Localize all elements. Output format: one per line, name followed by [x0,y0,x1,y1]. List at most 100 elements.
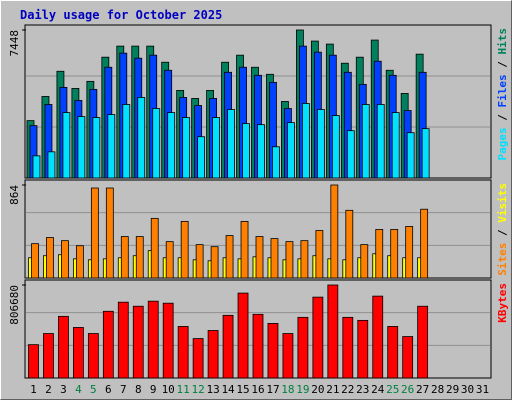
legend-entry: Hits [496,28,509,55]
legend-entry: Visits [496,183,509,223]
bar [210,246,219,279]
x-tick-label: 12 [192,383,205,396]
bar [222,314,234,379]
bar [420,208,429,279]
bar [257,124,265,179]
x-tick-label: 9 [150,383,157,396]
x-tick-label: 10 [162,383,175,396]
bar [297,316,309,379]
bar [135,236,144,279]
x-tick-label: 26 [401,383,414,396]
x-tick-label: 23 [356,383,369,396]
legend-entry: Pages [496,127,509,160]
x-tick-label: 2 [45,383,52,396]
bar [227,109,235,179]
y-tick-label: 7448 [8,30,21,57]
bar [237,292,249,379]
legend-entry: Files [496,74,509,107]
x-tick-label: 4 [75,383,82,396]
bar [31,243,39,279]
bar [137,97,146,179]
bar [300,240,309,279]
bar [376,104,385,179]
bar [417,305,429,379]
bar [316,109,325,179]
bar [302,103,310,179]
bar [330,184,339,279]
bar [327,284,339,379]
bar [90,187,99,279]
bar [272,146,280,179]
bar [120,236,129,279]
x-tick-label: 15 [236,383,249,396]
bar [267,323,279,379]
bar [92,117,101,179]
x-tick-label: 25 [386,383,399,396]
bar [390,229,399,279]
bar [255,236,264,279]
bar [152,108,161,179]
bar [242,123,250,179]
y-tick-label: 806680 [8,285,21,325]
x-tick-label: 7 [120,383,127,396]
bar [147,300,159,379]
bar [361,104,370,179]
bar [192,338,204,379]
x-tick-label: 1 [30,383,37,396]
bar [105,187,114,279]
x-tick-label: 11 [177,383,190,396]
bar [197,136,206,179]
bar [342,316,354,379]
bar [150,217,159,279]
x-tick-label: 13 [206,383,219,396]
bar [372,295,384,379]
bar [212,117,220,179]
x-tick-label: 3 [60,383,67,396]
x-tick-label: 16 [251,383,264,396]
x-tick-label: 17 [266,383,279,396]
legend: Pages / Files / Hits [496,28,509,161]
bar [405,226,414,279]
bar [360,244,369,279]
bar [270,238,279,279]
legend-entry: Sites [496,243,509,276]
x-tick-label: 20 [311,383,324,396]
bar [28,344,39,379]
bar [406,132,415,179]
bar [61,240,69,279]
legend-entry: KBytes [496,283,509,323]
bar [285,241,294,279]
bar [315,230,324,279]
bar [165,241,174,279]
bar [162,302,174,379]
bar [282,333,294,379]
y-tick-label: 864 [8,185,21,205]
x-tick-label: 19 [296,383,309,396]
bar [132,305,144,379]
legend-separator: / [496,55,509,75]
legend: KBytes [496,283,509,323]
x-tick-label: 14 [221,383,235,396]
bar [43,333,54,379]
bar [346,130,355,179]
bar [180,220,189,279]
bar [102,310,114,379]
bar [62,112,71,179]
bar [357,319,369,379]
legend-separator: / [496,223,509,243]
bar [167,112,176,179]
bar [47,151,56,179]
bar [331,115,340,179]
x-tick-label: 28 [431,383,444,396]
bar [72,327,84,379]
bar [312,296,324,379]
bar [87,333,99,379]
bar [375,229,384,279]
x-tick-label: 5 [90,383,97,396]
bar [207,330,219,379]
bar [402,336,414,379]
x-tick-label: 22 [341,383,354,396]
bar [287,122,295,179]
